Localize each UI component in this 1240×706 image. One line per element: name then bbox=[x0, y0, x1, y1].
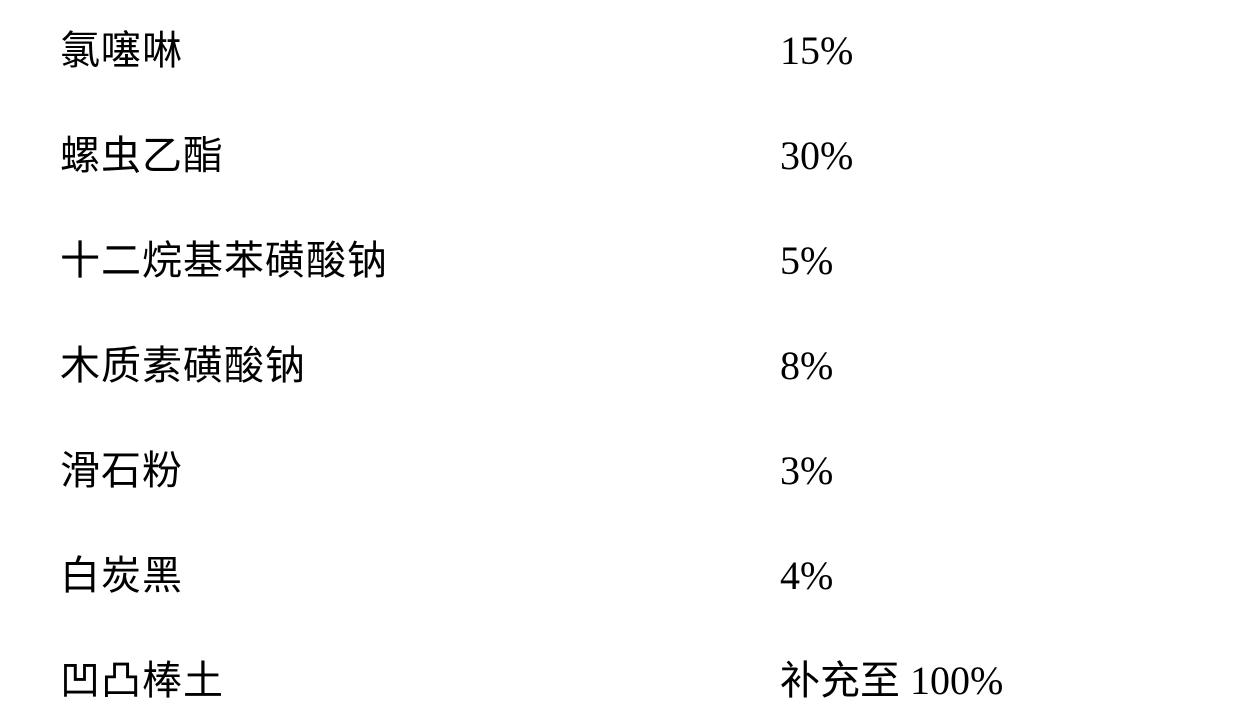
ingredient-row: 白炭黑 4% bbox=[60, 543, 1190, 601]
ingredient-row: 螺虫乙酯 30% bbox=[60, 123, 1190, 181]
ingredient-value: 3% bbox=[780, 447, 833, 494]
ingredient-value: 8% bbox=[780, 342, 833, 389]
ingredient-value: 5% bbox=[780, 237, 833, 284]
ingredient-list: 氯噻啉 15% 螺虫乙酯 30% 十二烷基苯磺酸钠 5% 木质素磺酸钠 8% 滑… bbox=[60, 18, 1190, 706]
ingredient-row: 氯噻啉 15% bbox=[60, 18, 1190, 76]
ingredient-name: 氯噻啉 bbox=[60, 18, 780, 76]
ingredient-name: 白炭黑 bbox=[60, 543, 780, 601]
ingredient-row: 凹凸棒土 补充至 100% bbox=[60, 648, 1190, 706]
ingredient-value: 补充至 100% bbox=[780, 648, 1003, 706]
ingredient-name: 木质素磺酸钠 bbox=[60, 333, 780, 391]
ingredient-name: 螺虫乙酯 bbox=[60, 123, 780, 181]
ingredient-name: 滑石粉 bbox=[60, 438, 780, 496]
ingredient-name: 十二烷基苯磺酸钠 bbox=[60, 228, 780, 286]
ingredient-row: 十二烷基苯磺酸钠 5% bbox=[60, 228, 1190, 286]
ingredient-name: 凹凸棒土 bbox=[60, 648, 780, 706]
ingredient-value: 4% bbox=[780, 552, 833, 599]
ingredient-value: 15% bbox=[780, 27, 853, 74]
ingredient-value: 30% bbox=[780, 132, 853, 179]
ingredient-row: 滑石粉 3% bbox=[60, 438, 1190, 496]
ingredient-row: 木质素磺酸钠 8% bbox=[60, 333, 1190, 391]
